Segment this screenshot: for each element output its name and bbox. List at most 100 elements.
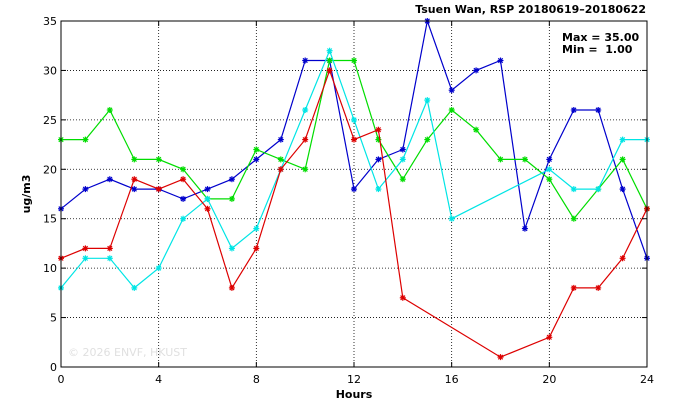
data-point: [82, 186, 89, 193]
point-mark: [326, 67, 333, 74]
x-tick-label: 0: [58, 373, 65, 386]
y-tick-label: 30: [43, 64, 57, 77]
point-mark: [156, 156, 162, 163]
data-point: [326, 57, 333, 64]
y-tick-label: 10: [43, 262, 57, 275]
data-point: [82, 245, 89, 252]
point-mark: [107, 176, 113, 182]
chart-title: Tsuen Wan, RSP 20180619–20180622: [415, 3, 646, 16]
point-mark: [229, 285, 235, 291]
data-point: [351, 136, 357, 143]
data-point: [351, 186, 357, 193]
data-point: [473, 67, 480, 74]
data-point: [253, 156, 260, 163]
point-mark: [229, 176, 235, 182]
point-mark: [229, 245, 235, 252]
point-mark: [131, 285, 137, 291]
data-point: [302, 57, 309, 64]
point-mark: [595, 186, 601, 192]
point-mark: [131, 156, 137, 163]
data-point: [253, 225, 260, 232]
point-mark: [400, 156, 406, 163]
min-stat: Min = 1.00: [562, 43, 633, 56]
data-point: [546, 156, 553, 163]
point-mark: [253, 245, 259, 252]
data-point: [546, 176, 553, 183]
point-mark: [571, 285, 577, 291]
data-point: [546, 334, 553, 341]
point-mark: [595, 107, 601, 113]
point-mark: [400, 176, 406, 182]
data-point: [570, 284, 577, 291]
y-axis-label: ug/m3: [20, 175, 33, 214]
data-point: [302, 166, 309, 173]
data-point: [228, 176, 235, 183]
data-point: [595, 284, 602, 291]
data-point: [399, 294, 406, 301]
point-mark: [82, 186, 89, 192]
point-mark: [522, 225, 528, 232]
y-tick-label: 25: [43, 114, 57, 127]
point-mark: [302, 107, 308, 113]
point-mark: [400, 295, 406, 301]
data-point: [277, 166, 284, 173]
point-mark: [497, 354, 504, 360]
series-line: [60, 49, 647, 289]
point-mark: [131, 176, 137, 182]
x-tick-label: 20: [542, 373, 556, 386]
data-point: [424, 136, 431, 143]
point-mark: [302, 166, 308, 172]
point-mark: [107, 255, 113, 261]
y-tick-label: 5: [50, 312, 57, 325]
point-mark: [204, 206, 211, 212]
data-point: [253, 146, 260, 153]
point-mark: [449, 107, 455, 113]
point-mark: [449, 216, 455, 222]
point-mark: [351, 136, 357, 143]
data-point: [228, 284, 235, 291]
data-point: [228, 195, 235, 202]
data-point: [326, 67, 333, 74]
point-mark: [82, 255, 89, 261]
point-mark: [473, 67, 479, 74]
data-point: [302, 136, 309, 143]
point-mark: [278, 136, 284, 143]
point-mark: [473, 127, 479, 133]
point-mark: [229, 196, 235, 202]
point-mark: [107, 107, 113, 113]
point-mark: [400, 146, 406, 153]
data-point: [204, 186, 211, 193]
data-point: [180, 195, 187, 202]
data-point: [399, 146, 406, 153]
data-point: [155, 156, 162, 163]
data-point: [82, 136, 89, 143]
data-point: [497, 156, 504, 163]
data-point: [180, 176, 187, 183]
point-mark: [619, 186, 626, 192]
data-point: [375, 126, 382, 133]
data-point: [253, 245, 260, 252]
point-mark: [156, 265, 162, 271]
data-point: [375, 156, 382, 163]
point-mark: [351, 117, 357, 123]
data-point: [424, 97, 431, 104]
data-point: [351, 57, 357, 64]
data-point: [595, 107, 602, 113]
y-tick-label: 35: [43, 15, 57, 28]
point-mark: [204, 196, 211, 202]
point-mark: [595, 285, 601, 291]
point-mark: [619, 156, 626, 163]
point-mark: [253, 156, 259, 163]
point-mark: [82, 245, 89, 252]
data-point: [570, 107, 577, 113]
point-mark: [546, 156, 552, 163]
data-point: [180, 166, 187, 173]
point-mark: [204, 186, 211, 192]
data-point: [619, 186, 626, 193]
point-mark: [571, 107, 577, 113]
point-mark: [375, 186, 382, 192]
point-mark: [302, 57, 308, 64]
data-point: [326, 47, 333, 54]
point-mark: [278, 156, 284, 163]
